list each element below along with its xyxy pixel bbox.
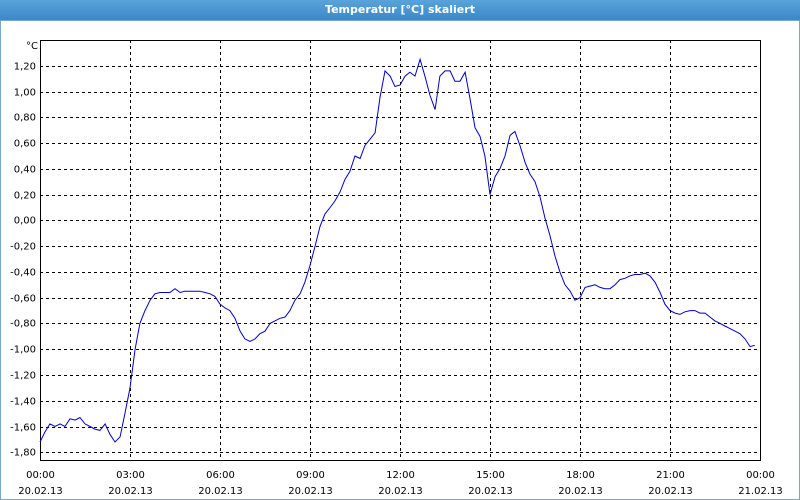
x-tick-date: 20.02.13 <box>288 486 333 497</box>
y-tick-label: -0,80 <box>10 319 36 330</box>
y-tick-label: 1,20 <box>14 62 36 73</box>
temperature-line <box>39 57 756 443</box>
x-tick-label: 06:00 <box>206 470 235 481</box>
plot-frame <box>40 40 761 461</box>
y-unit: °C <box>26 41 38 52</box>
x-tick-label: 21:00 <box>656 470 685 481</box>
y-tick-label: 0,40 <box>14 165 36 176</box>
y-tick-label: -1,40 <box>10 397 36 408</box>
x-tick-date: 20.02.13 <box>468 486 513 497</box>
y-tick-label: -0,40 <box>10 268 36 279</box>
y-tick-label: -0,20 <box>10 242 36 253</box>
x-tick-label: 00:00 <box>26 470 55 481</box>
window-title: Temperatur [°C] skaliert <box>0 0 800 20</box>
x-tick-label: 15:00 <box>476 470 505 481</box>
x-tick-date: 20.02.13 <box>18 486 63 497</box>
x-tick-label: 18:00 <box>566 470 595 481</box>
y-tick-label: -1,80 <box>10 448 36 459</box>
y-tick-label: -1,20 <box>10 371 36 382</box>
y-tick-label: 0,00 <box>14 216 36 227</box>
y-tick-label: 0,60 <box>14 139 36 150</box>
y-tick-label: -1,00 <box>10 345 36 356</box>
x-tick-date: 20.02.13 <box>198 486 243 497</box>
x-tick-label: 12:00 <box>386 470 415 481</box>
y-tick-label: -1,60 <box>10 423 36 434</box>
y-tick-label: 0,80 <box>14 113 36 124</box>
x-tick-date: 21.02.13 <box>738 486 783 497</box>
y-tick-label: 0,20 <box>14 191 36 202</box>
y-tick-label: 1,00 <box>14 88 36 99</box>
x-tick-label: 00:00 <box>746 470 775 481</box>
x-tick-date: 20.02.13 <box>108 486 153 497</box>
y-tick-label: -0,60 <box>10 294 36 305</box>
x-tick-label: 09:00 <box>296 470 325 481</box>
x-tick-date: 20.02.13 <box>648 486 693 497</box>
x-tick-label: 03:00 <box>116 470 145 481</box>
x-tick-date: 20.02.13 <box>558 486 603 497</box>
x-tick-date: 20.02.13 <box>378 486 423 497</box>
